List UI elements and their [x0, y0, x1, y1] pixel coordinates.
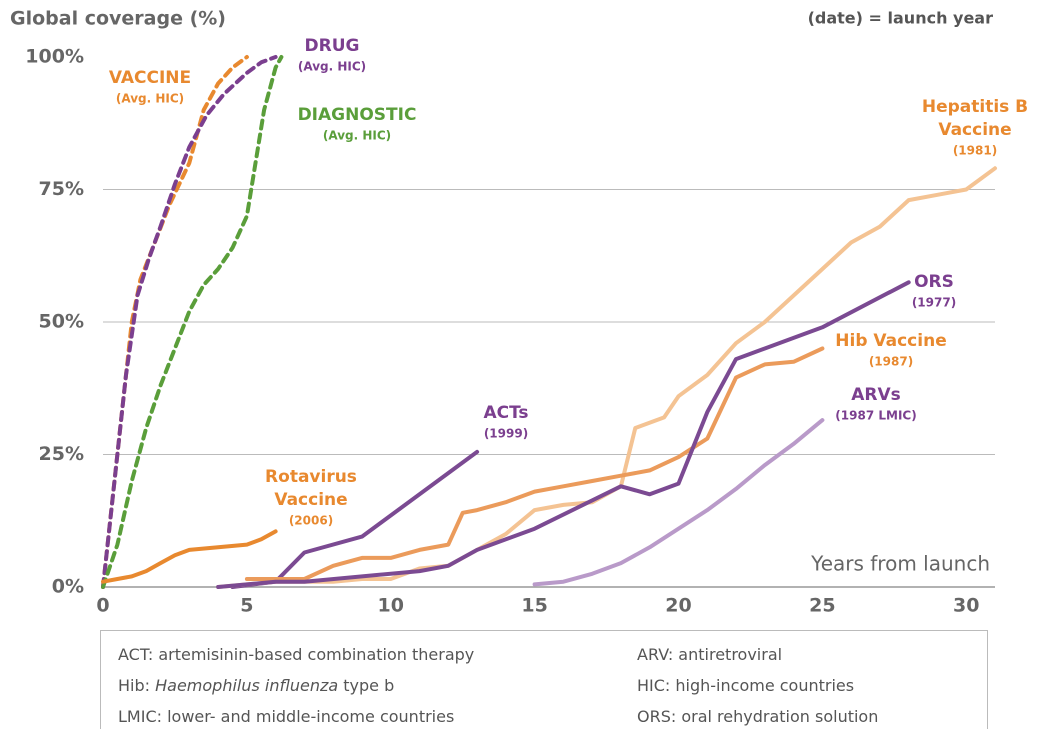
series-sublabel: (1977)	[912, 296, 956, 310]
footnote: Hib: Haemophilus influenza type b	[118, 676, 394, 695]
x-tick-label: 5	[240, 595, 253, 617]
footnote: ORS: oral rehydration solution	[637, 707, 879, 726]
y-tick-label: 75%	[39, 178, 84, 200]
y-tick-label: 0%	[52, 576, 84, 598]
footnote-box: ACT: artemisinin-based combination thera…	[100, 630, 988, 729]
series-label: ARVs	[851, 385, 901, 405]
series-sublabel: (1999)	[484, 427, 528, 441]
y-tick-label: 50%	[39, 311, 84, 333]
series-line	[216, 166, 997, 589]
series-sublabel: (1987 LMIC)	[835, 409, 916, 423]
series-sublabel: (Avg. HIC)	[323, 129, 391, 143]
series-sublabel: (Avg. HIC)	[116, 92, 184, 106]
series-line	[532, 418, 825, 587]
footnote: ARV: antiretroviral	[637, 645, 783, 664]
series-label: Hepatitis B	[922, 97, 1028, 117]
series-line	[101, 55, 284, 589]
footnote-part: type b	[338, 676, 395, 695]
note: (date) = launch year	[808, 9, 994, 28]
footnote: LMIC: lower- and middle-income countries	[118, 707, 455, 726]
series-line	[244, 346, 825, 581]
series-label: DIAGNOSTIC	[298, 105, 417, 125]
series-label: DRUG	[305, 36, 360, 56]
series-label: Vaccine	[938, 120, 1011, 140]
x-tick-label: 30	[953, 595, 979, 617]
series-sublabel: (2006)	[289, 514, 333, 528]
series-label: Hib Vaccine	[835, 331, 946, 351]
x-tick-label: 10	[378, 595, 404, 617]
footnote-part: Hib:	[118, 676, 156, 695]
x-tick-label: 15	[521, 595, 547, 617]
y-tick-label: 25%	[39, 443, 84, 465]
series-sublabel: (1987)	[869, 355, 913, 369]
x-tick-label: 0	[96, 595, 109, 617]
series-line	[101, 55, 278, 589]
series-label: Rotavirus	[265, 467, 357, 487]
series-label: ORS	[914, 272, 954, 292]
series-line	[101, 529, 278, 584]
footnote-part: Haemophilus influenza	[155, 676, 339, 695]
series-label: VACCINE	[109, 68, 191, 88]
y-tick-label: 100%	[25, 46, 84, 68]
series-sublabel: (1981)	[953, 144, 997, 158]
series-label: ACTs	[483, 403, 528, 423]
series-sublabel: (Avg. HIC)	[298, 60, 366, 74]
x-tick-label: 25	[809, 595, 835, 617]
series-line	[216, 280, 911, 589]
series-label: Vaccine	[274, 490, 347, 510]
y-axis-title: Global coverage (%)	[10, 8, 226, 30]
footnote: ACT: artemisinin-based combination thera…	[118, 645, 475, 664]
x-axis-title: Years from launch	[810, 552, 990, 576]
x-tick-label: 20	[665, 595, 691, 617]
footnote: HIC: high-income countries	[637, 676, 855, 695]
